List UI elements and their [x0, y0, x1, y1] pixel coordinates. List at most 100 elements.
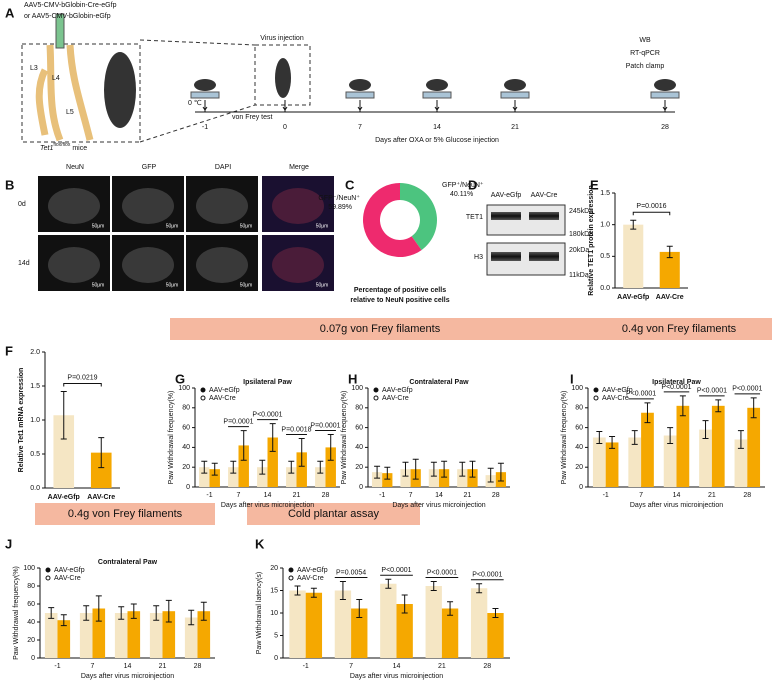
- x-tick-label: AAV-Cre: [87, 494, 115, 501]
- x-tick-label: 21: [464, 492, 472, 499]
- slice-label: GFP⁺/NeuN⁺: [442, 181, 484, 189]
- bar: [592, 437, 606, 487]
- error-bar: [230, 460, 237, 474]
- bar: [53, 415, 75, 488]
- x-tick-label: 7: [639, 492, 643, 499]
- y-axis-label: Paw Withdrawal frequency(%): [13, 566, 20, 660]
- x-tick-label: 14: [264, 492, 272, 499]
- y-tick-label: 1.0: [600, 222, 610, 229]
- y-tick-label: 1.5: [30, 383, 40, 390]
- y-tick-label: 0: [31, 655, 35, 662]
- bar: [114, 613, 128, 658]
- bar: [315, 467, 326, 487]
- bar: [711, 405, 725, 487]
- scale-label: 50μm: [92, 223, 105, 229]
- x-tick-label: 14: [435, 492, 443, 499]
- chart-title: Contralateral Paw: [409, 379, 469, 386]
- level-label: L4: [52, 75, 60, 82]
- legend-marker: [200, 387, 206, 393]
- legend-label: AAV-Cre: [209, 395, 236, 402]
- error-bar: [401, 594, 408, 614]
- sig-label: P=0.0001: [223, 418, 253, 425]
- x-tick-label: 21: [293, 492, 301, 499]
- error-bar: [385, 578, 392, 589]
- legend-marker: [593, 395, 599, 401]
- band: [491, 212, 521, 220]
- bar: [305, 592, 323, 658]
- scale-label: 50μm: [240, 223, 253, 229]
- error-bar: [201, 460, 208, 474]
- slice-label: GFP⁻/NeuN⁺: [318, 194, 360, 202]
- x-tick-label: 28: [483, 663, 491, 670]
- banner-text: 0.07g von Frey filaments: [320, 323, 441, 335]
- error-bar: [60, 390, 67, 440]
- bar: [487, 613, 504, 658]
- x-tick-label: 7: [91, 663, 95, 670]
- bar: [747, 407, 761, 487]
- panel-label: B: [5, 177, 14, 192]
- x-tick-label: 7: [409, 492, 413, 499]
- error-bar: [288, 460, 295, 474]
- bar: [351, 608, 368, 658]
- row-label: 0d: [18, 201, 26, 208]
- error-bar: [492, 608, 499, 618]
- bar: [162, 611, 176, 658]
- zoom-line: [139, 39, 256, 46]
- scale-label: 50μm: [166, 223, 179, 229]
- virus-label: Virus injection: [260, 35, 304, 42]
- x-tick-label: 21: [159, 663, 167, 670]
- tissue: [122, 247, 174, 283]
- sig-label: P=0.0018: [281, 426, 311, 433]
- banner: [170, 318, 590, 340]
- error-bar: [609, 436, 616, 449]
- sig-label: P<0.0001: [661, 384, 691, 391]
- bar: [382, 473, 393, 487]
- y-tick-label: 20: [355, 464, 363, 471]
- x-tick-label: AAV-eGfp: [617, 294, 649, 301]
- legend-marker: [288, 567, 294, 573]
- error-bar: [750, 397, 757, 419]
- sig-label: P<0.0001: [732, 386, 762, 393]
- bar: [92, 608, 106, 658]
- bar: [628, 437, 642, 487]
- error-bar: [269, 423, 276, 452]
- panel-label: D: [468, 177, 477, 192]
- scale-label: 50μm: [240, 282, 253, 288]
- mouse-label: Tet1flox/flox mice: [40, 142, 87, 152]
- mouse-label-part: mice: [72, 145, 87, 152]
- banner-text: 0.4g von Frey filaments: [68, 508, 183, 520]
- error-bar: [298, 437, 305, 467]
- tissue: [272, 188, 324, 224]
- x-axis-label: Days after virus microinjection: [221, 502, 314, 509]
- error-bar: [412, 458, 419, 480]
- chart-title: Ipsilateral Paw: [652, 379, 701, 386]
- level-label: L5: [66, 109, 74, 116]
- legend-marker: [373, 395, 379, 401]
- scale-label: 50μm: [92, 282, 105, 288]
- donut-slice: [400, 183, 437, 251]
- y-tick-label: 80: [182, 405, 190, 412]
- mouse: [426, 79, 448, 91]
- legend-label: AAV-Cre: [54, 575, 81, 582]
- y-tick-label: 60: [182, 424, 190, 431]
- zoom-line: [139, 104, 256, 143]
- bar: [79, 613, 93, 658]
- spinal-cord: [35, 44, 94, 142]
- mouse: [275, 58, 291, 98]
- error-bar: [430, 581, 437, 591]
- x-tick-label: 7: [349, 663, 353, 670]
- platform: [500, 91, 530, 99]
- bar: [428, 469, 439, 487]
- bar: [676, 405, 690, 487]
- marker-label: 245kDa: [569, 208, 593, 215]
- bar: [209, 469, 220, 487]
- arrow: [282, 100, 288, 111]
- error-bar: [339, 581, 346, 600]
- bar: [184, 617, 198, 658]
- virus-box: [254, 44, 311, 106]
- platform: [345, 91, 375, 99]
- banner: [35, 503, 215, 525]
- channel-label: Merge: [289, 164, 309, 171]
- chart-title: Ipsilateral Paw: [243, 379, 292, 386]
- tissue: [48, 247, 100, 283]
